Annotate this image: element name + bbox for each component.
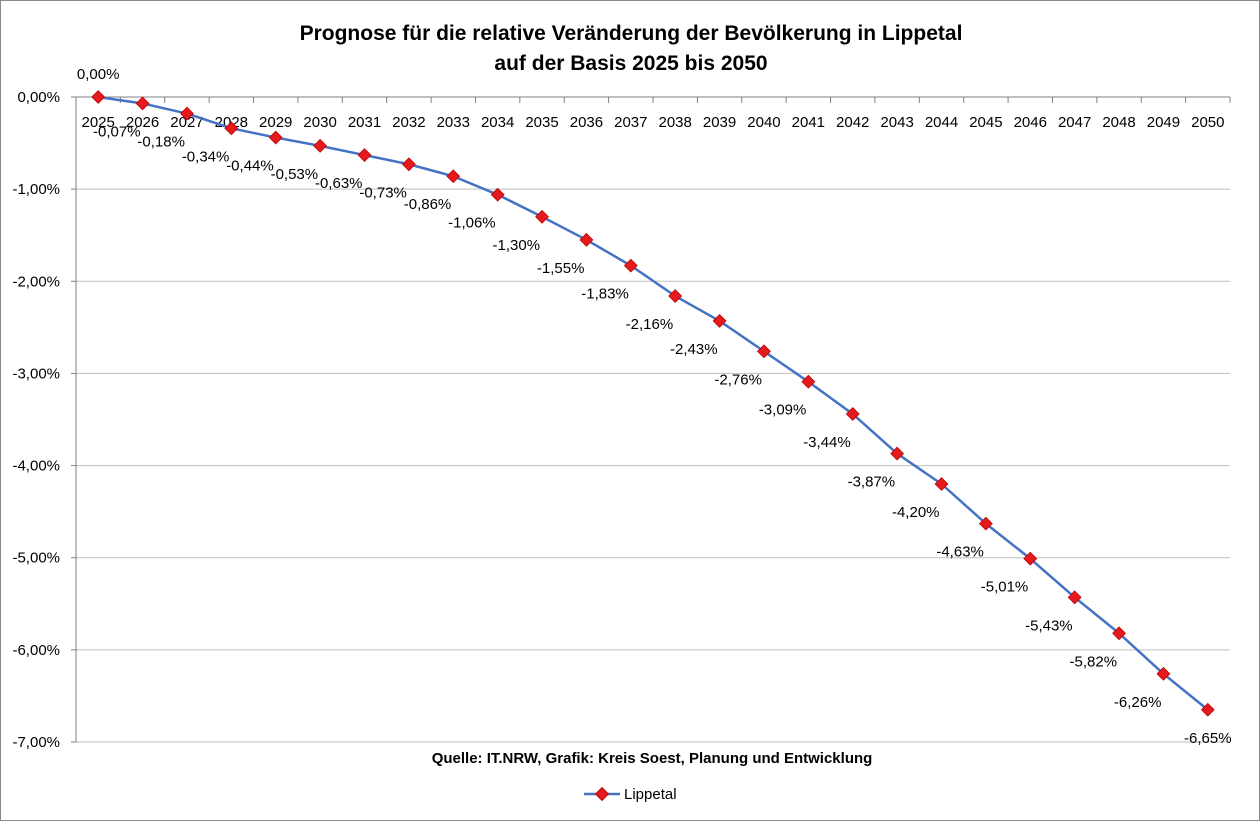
data-point-marker	[224, 121, 239, 136]
x-tick-label: 2044	[925, 114, 958, 131]
data-label: -4,20%	[892, 504, 940, 521]
x-tick-label: 2027	[170, 114, 203, 131]
data-point-marker	[401, 157, 416, 172]
y-tick-label: -4,00%	[12, 458, 60, 475]
data-label: -6,65%	[1184, 730, 1232, 747]
data-point-marker	[446, 169, 461, 184]
data-label: -0,07%	[93, 123, 141, 140]
x-tick-label: 2046	[1014, 114, 1047, 131]
x-tick-label: 2033	[437, 114, 470, 131]
data-point-marker	[978, 516, 993, 531]
data-point-marker	[135, 96, 150, 111]
data-label: -2,76%	[714, 371, 762, 388]
data-point-marker	[1067, 590, 1082, 605]
x-tick-label: 2039	[703, 114, 736, 131]
x-tick-label: 2040	[747, 114, 780, 131]
data-label: -1,83%	[581, 286, 629, 303]
data-point-marker	[490, 187, 505, 202]
data-point-marker	[712, 313, 727, 328]
data-point-marker	[180, 106, 194, 121]
x-tick-label: 2043	[880, 114, 913, 131]
data-label: -0,73%	[359, 184, 407, 201]
data-point-marker	[1200, 702, 1215, 717]
x-tick-label: 2030	[303, 114, 336, 131]
data-point-marker	[757, 344, 771, 359]
data-label: -3,09%	[759, 402, 807, 419]
data-label: -1,30%	[493, 237, 541, 254]
data-point-marker	[934, 477, 949, 491]
x-tick-label: 2045	[969, 114, 1002, 131]
x-tick-label: 2038	[659, 114, 692, 131]
x-tick-label: 2025	[82, 114, 115, 131]
x-tick-label: 2041	[792, 114, 825, 131]
data-point-marker	[801, 374, 816, 389]
data-label: -5,43%	[1025, 617, 1073, 634]
data-label: -3,87%	[848, 474, 896, 491]
data-point-marker	[579, 232, 594, 247]
data-label: -0,34%	[182, 148, 230, 165]
x-tick-label: 2036	[570, 114, 603, 131]
data-label: -3,44%	[803, 434, 851, 451]
data-label: -1,06%	[448, 215, 496, 232]
legend-marker-swatch	[594, 786, 610, 802]
y-tick-label: -6,00%	[12, 642, 60, 659]
series-lippetal	[91, 90, 1215, 717]
y-tick-label: -1,00%	[12, 181, 60, 198]
data-point-marker	[1156, 666, 1171, 681]
data-point-marker	[91, 90, 106, 104]
data-label: -0,86%	[404, 196, 452, 213]
data-point-marker	[845, 407, 860, 421]
x-tick-label: 2035	[525, 114, 558, 131]
data-point-marker	[1112, 626, 1126, 641]
data-point-marker	[668, 289, 683, 303]
y-tick-label: -7,00%	[12, 734, 60, 751]
data-label: -6,26%	[1114, 694, 1162, 711]
x-tick-label: 2029	[259, 114, 292, 131]
x-tick-label: 2050	[1191, 114, 1224, 131]
data-label: -0,18%	[137, 134, 185, 151]
gridlines	[76, 188, 1230, 743]
x-axis: 2025202620272028202920302031203220332034…	[75, 96, 1231, 131]
data-point-marker	[535, 209, 549, 224]
x-tick-label: 2042	[836, 114, 869, 131]
data-label: -5,82%	[1070, 653, 1118, 670]
source-note: Quelle: IT.NRW, Grafik: Kreis Soest, Pla…	[432, 750, 873, 767]
legend-label-lippetal: Lippetal	[624, 786, 677, 803]
data-labels: 0,00% -0,07%-0,18%-0,34%-0,44%-0,53%-0,63…	[77, 66, 1232, 747]
x-tick-label: 2049	[1147, 114, 1180, 131]
y-tick-label: -5,00%	[12, 550, 60, 567]
data-label: -1,55%	[537, 260, 585, 277]
data-point-marker	[313, 138, 328, 153]
data-label: -2,16%	[626, 316, 674, 333]
data-label: -0,63%	[315, 175, 363, 192]
x-tick-label: 2037	[614, 114, 647, 131]
data-point-marker	[623, 258, 638, 273]
chart-title-line-2: auf der Basis 2025 bis 2050	[494, 52, 767, 75]
data-label: -2,43%	[670, 341, 718, 358]
data-point-marker	[268, 130, 283, 145]
data-label: -0,44%	[226, 158, 274, 175]
y-tick-label: 0,00%	[17, 89, 60, 106]
x-tick-label: 2026	[126, 114, 159, 131]
y-tick-label: -2,00%	[12, 273, 60, 290]
x-tick-label: 2048	[1102, 114, 1135, 131]
data-label: -4,63%	[936, 544, 984, 561]
data-label: 0,00%	[77, 66, 120, 83]
data-point-marker	[890, 446, 905, 461]
legend: Lippetal	[584, 786, 677, 803]
data-label: -0,53%	[271, 166, 319, 183]
data-point-marker	[1023, 551, 1038, 566]
y-tick-label: -3,00%	[12, 365, 60, 382]
x-tick-label: 2031	[348, 114, 381, 131]
series-line	[98, 95, 1209, 711]
data-label: -5,01%	[981, 579, 1029, 596]
y-axis: 0,00% -1,00% -2,00% -3,00% -4,00% -5,00% -6,00…	[12, 89, 77, 751]
chart-title-line-1: Prognose für die relative Veränderung de…	[300, 22, 963, 45]
data-point-marker	[357, 148, 372, 162]
x-tick-label: 2032	[392, 114, 425, 131]
x-tick-label: 2047	[1058, 114, 1091, 131]
x-tick-label: 2034	[481, 114, 514, 131]
